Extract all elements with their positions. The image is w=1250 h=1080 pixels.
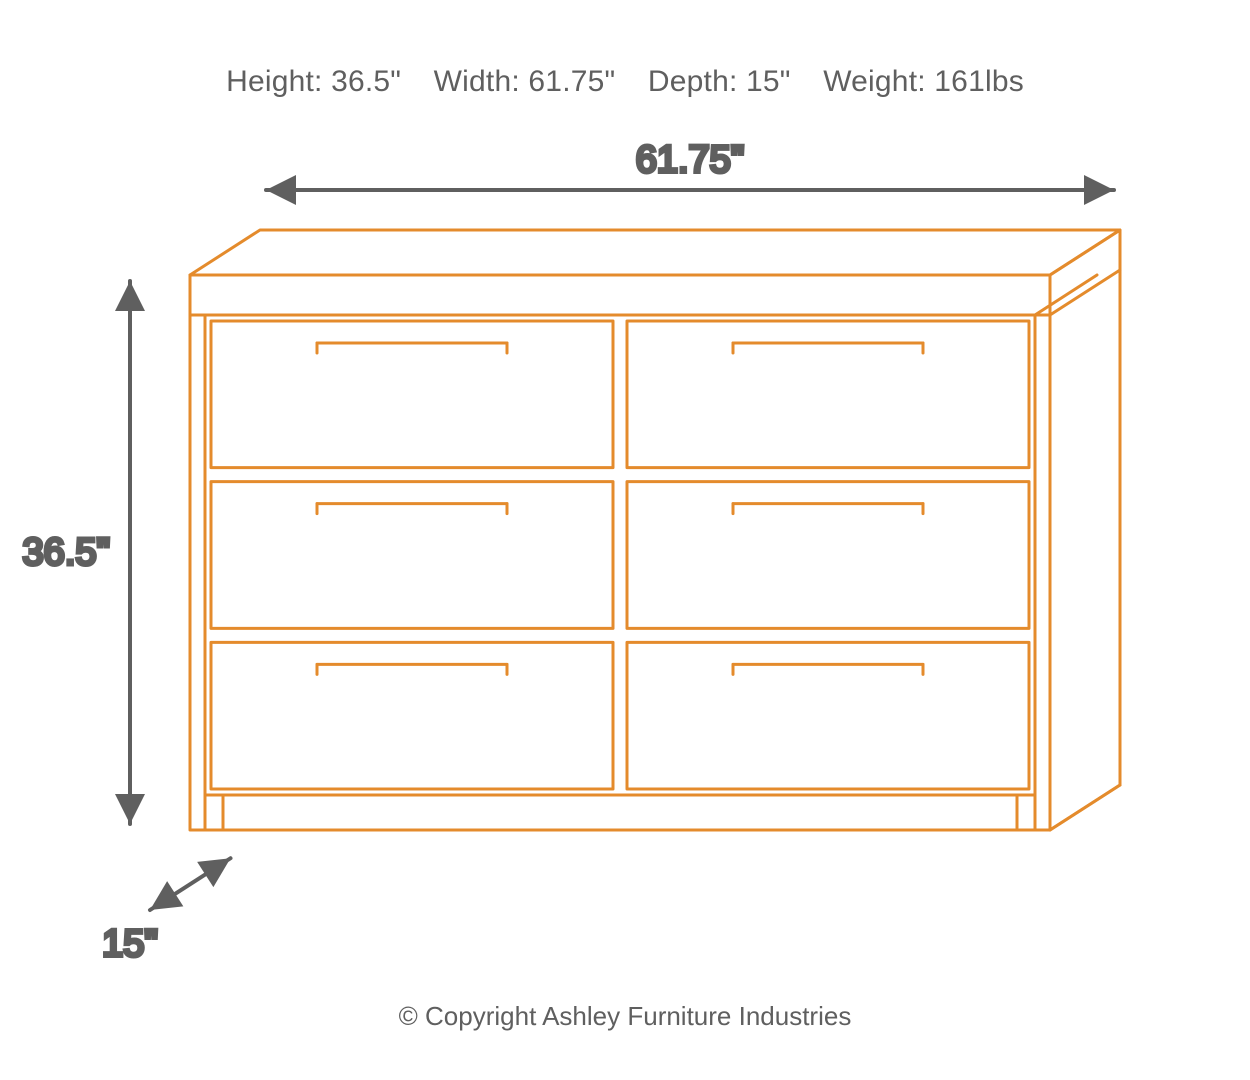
depth-dim-label: 15" bbox=[102, 923, 158, 965]
dimension-arrows: 61.75" 36.5" 15" bbox=[23, 139, 1114, 965]
diagram-container: Height: 36.5" Width: 61.75" Depth: 15" W… bbox=[0, 0, 1250, 1080]
width-dim-label: 61.75" bbox=[636, 139, 745, 181]
dresser-drawing bbox=[190, 230, 1120, 830]
dresser-diagram: 61.75" 36.5" 15" bbox=[0, 0, 1250, 1080]
height-dim-label: 36.5" bbox=[23, 532, 110, 574]
copyright-text: © Copyright Ashley Furniture Industries bbox=[0, 1001, 1250, 1032]
